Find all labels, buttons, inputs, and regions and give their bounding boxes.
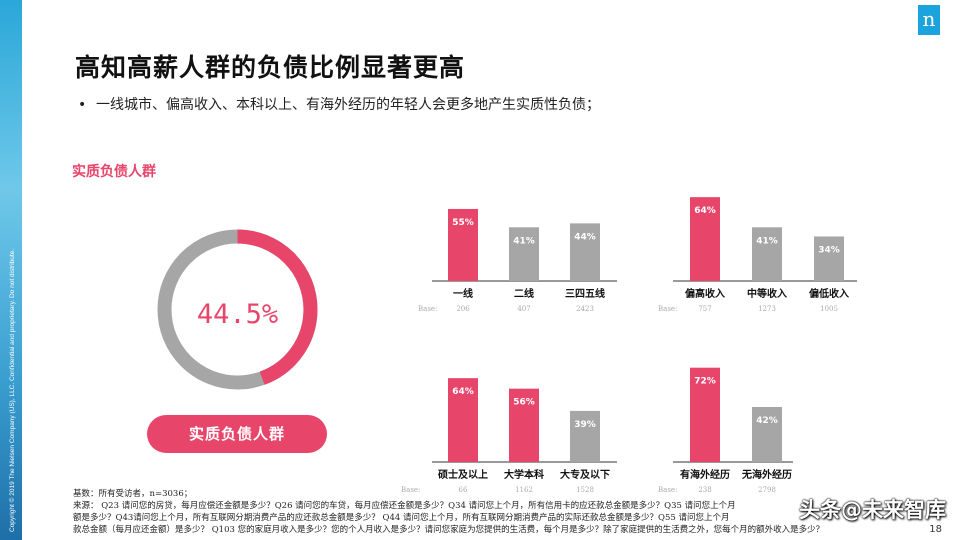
donut-highlight-slice xyxy=(157,229,318,390)
copyright-sidebar: Copyright © 2019 The Nielsen Company (US… xyxy=(0,0,22,540)
bar xyxy=(509,388,539,462)
base-value: 66 xyxy=(459,486,468,494)
bar-value-label: 39% xyxy=(574,420,596,430)
base-value: 757 xyxy=(698,305,711,313)
bar xyxy=(570,410,600,462)
bullet-text: 一线城市、偏高收入、本科以上、有海外经历的年轻人会更多地产生实质性负债； xyxy=(96,97,600,113)
base-value: 2798 xyxy=(758,486,776,494)
base-value: 1005 xyxy=(820,305,838,313)
base-value: 1273 xyxy=(758,305,776,313)
bar xyxy=(690,367,720,462)
bar-value-label: 41% xyxy=(756,236,778,246)
bar-value-label: 64% xyxy=(694,206,716,216)
base-value: 407 xyxy=(517,305,530,313)
bar xyxy=(752,406,782,462)
bar-value-label: 55% xyxy=(452,218,474,228)
category-label: 无海外经历 xyxy=(741,468,792,481)
bar-value-label: 42% xyxy=(756,416,778,426)
bar-value-label: 34% xyxy=(818,245,840,255)
base-value: 1162 xyxy=(515,486,533,494)
bar xyxy=(448,378,478,462)
bullet-marker: • xyxy=(78,97,87,113)
slide-title: 高知高薪人群的负债比例显著更高 xyxy=(75,53,466,82)
bar xyxy=(814,236,844,281)
section-label: 实质负债人群 xyxy=(72,164,156,180)
bar-value-label: 72% xyxy=(694,377,716,387)
bar xyxy=(509,227,539,281)
category-label: 大专及以下 xyxy=(560,468,610,481)
bar-value-label: 64% xyxy=(452,387,474,397)
donut-center-label: 44.5% xyxy=(197,299,278,330)
bar xyxy=(752,227,782,281)
donut-chart: 44.5% xyxy=(157,229,318,390)
base-value: 238 xyxy=(698,486,711,494)
footnote-line: 额是多少？Q43请问您上个月，所有互联网分期消费产品的应还款总金额是多少？ Q4… xyxy=(73,513,730,523)
watermark: 头条@未来智库 xyxy=(799,498,946,522)
base-label: Base: xyxy=(401,486,420,494)
pill-label: 实质负债人群 xyxy=(147,415,327,453)
category-label: 三四五线 xyxy=(565,287,605,300)
base-value: 206 xyxy=(456,305,470,313)
base-value: 1528 xyxy=(576,486,594,494)
footnote-line: 来源： Q23 请问您的房贷，每月应偿还金额是多少？Q26 请问您的车贷，每月应… xyxy=(73,501,736,511)
category-label: 偏低收入 xyxy=(809,287,849,300)
category-label: 一线 xyxy=(453,287,473,300)
bullet-point: • 一线城市、偏高收入、本科以上、有海外经历的年轻人会更多地产生实质性负债； xyxy=(78,94,600,114)
base-label: Base: xyxy=(418,305,437,313)
bar-value-label: 56% xyxy=(513,398,535,408)
category-label: 大学本科 xyxy=(504,468,544,481)
category-label: 有海外经历 xyxy=(680,468,730,481)
category-label: 二线 xyxy=(514,287,534,300)
base-label: Base: xyxy=(658,305,677,313)
bar xyxy=(448,208,478,281)
category-label: 偏高收入 xyxy=(685,287,725,300)
bar xyxy=(690,197,720,281)
footnote-line: 款总金额（每月应还金额）是多少？ Q103 您的家庭月收入是多少？您的个人月收入… xyxy=(73,525,825,535)
base-value: 2423 xyxy=(576,305,594,313)
category-label: 中等收入 xyxy=(747,287,787,300)
nielsen-logo: n xyxy=(918,5,940,35)
bar-value-label: 44% xyxy=(574,232,596,242)
bar-value-label: 41% xyxy=(513,236,535,246)
category-label: 硕士及以上 xyxy=(438,468,488,481)
base-label: Base: xyxy=(658,486,677,494)
bar xyxy=(570,223,600,281)
footnote-line: 基数：所有受访者，n=3036； xyxy=(73,489,193,499)
page-number: 18 xyxy=(929,524,942,535)
